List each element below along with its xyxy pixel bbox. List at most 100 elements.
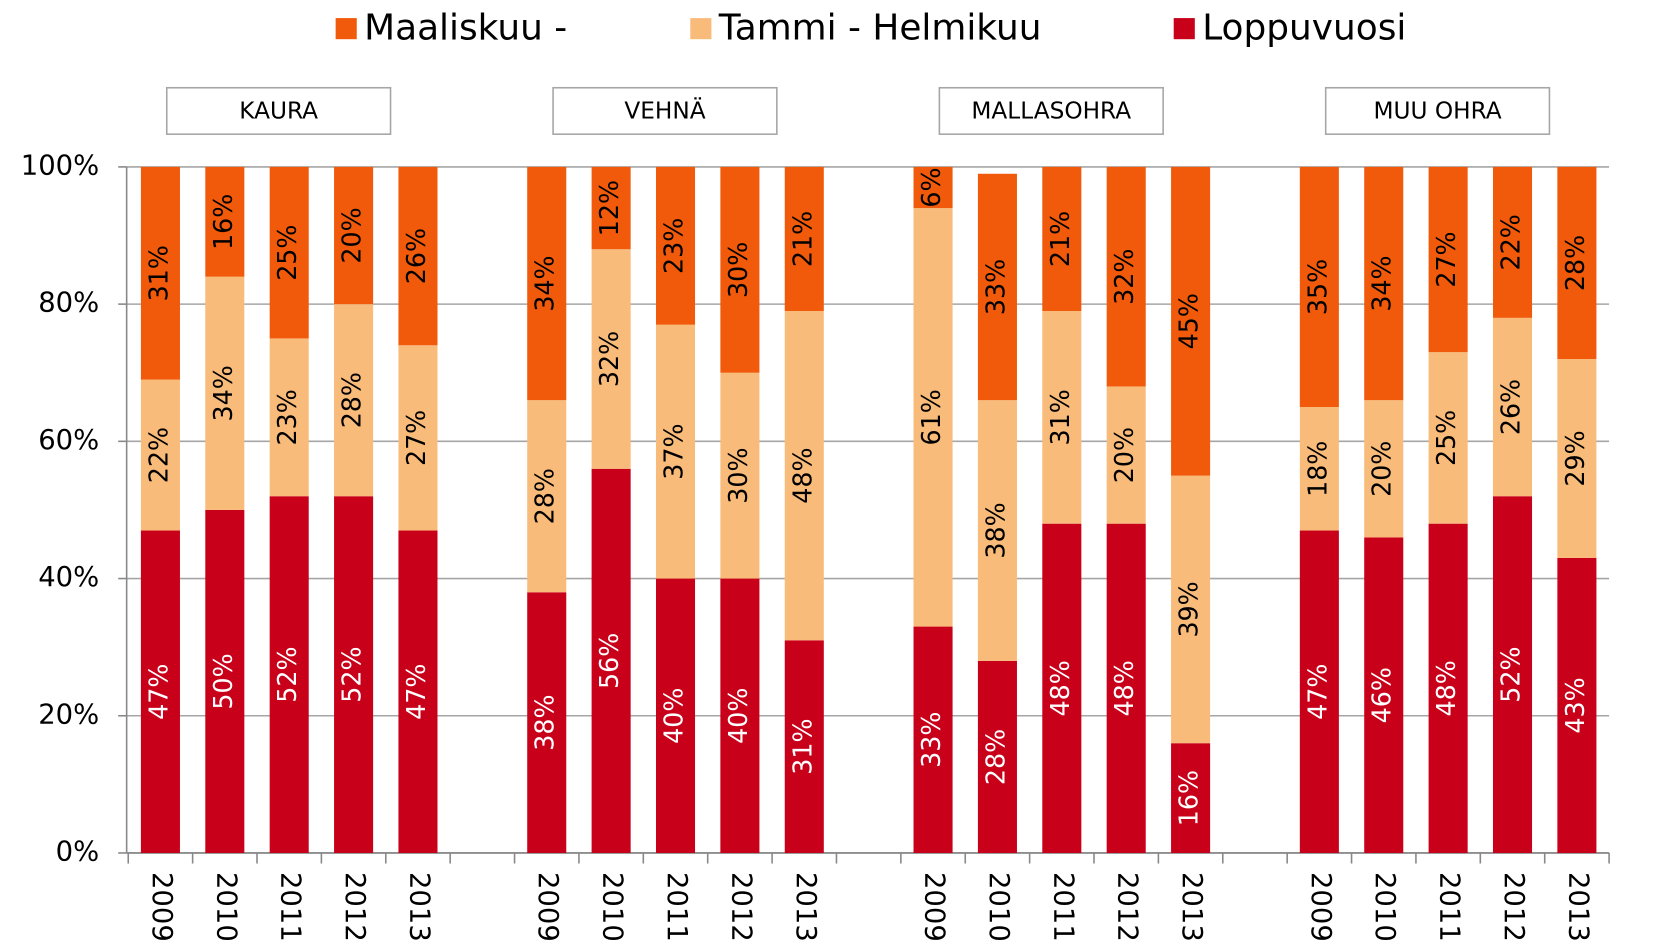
x-tick-label: 2011 [275,872,306,942]
bar-segment [913,208,953,627]
data-label: 39% [1174,581,1204,637]
bar-segment [334,304,374,497]
bar-segment [913,626,953,853]
data-label: 47% [401,664,431,720]
group-box [165,86,392,135]
x-tick-label: 2009 [146,872,177,942]
bar-segment [1557,557,1597,853]
y-tick-label: 60% [38,425,99,456]
bar-segment [1106,523,1146,853]
data-label: 25% [1431,410,1461,466]
data-label: 52% [337,646,367,702]
bar-segment [784,640,824,853]
bar-segment [398,530,438,853]
bar-segment [1492,496,1533,853]
data-label: 26% [401,228,431,284]
data-label: 48% [1045,660,1075,716]
bar-segment [269,338,309,497]
bar-segment [1428,166,1468,353]
bar-segment [720,372,760,579]
bar-segment [398,166,438,346]
data-label: 52% [272,646,302,702]
data-label: 48% [1109,660,1139,716]
data-label: 12% [594,180,624,236]
group-box [1324,86,1551,135]
group-label: MALLASOHRA [971,98,1131,125]
x-tick-label: 2009 [1305,872,1336,942]
bar-segment [1557,359,1597,558]
bar-segment [1299,407,1339,531]
bar-segment [1106,386,1146,524]
data-label: 35% [1302,259,1332,315]
x-tick-label: 2010 [597,872,628,942]
x-tick-label: 2010 [210,872,241,942]
data-label: 34% [530,255,560,311]
bar-segment [977,660,1017,853]
data-label: 28% [1560,235,1590,291]
y-tick-label: 100% [21,150,99,181]
x-tick-label: 2010 [983,872,1014,942]
bar-segment [977,173,1017,401]
bar-segment [1428,523,1468,853]
data-label: 27% [1431,231,1461,287]
data-label: 33% [916,712,946,768]
group-label: VEHNÄ [624,97,705,125]
y-tick-label: 80% [38,288,99,319]
x-tick-label: 2009 [532,872,563,942]
bar-segment [655,166,696,325]
data-label: 43% [1560,677,1590,733]
bar-segment [1364,537,1404,853]
data-label: 20% [1367,441,1397,497]
bar-segment [1492,166,1533,318]
data-label: 40% [659,688,689,744]
x-tick-label: 2009 [919,872,950,942]
data-label: 34% [1367,255,1397,311]
data-label: 31% [1045,389,1075,445]
x-tick-label: 2013 [403,872,434,942]
x-tick-label: 2011 [1047,872,1078,942]
legend-swatch [690,18,712,40]
bar-segment [398,345,438,531]
data-label: 28% [337,372,367,428]
bar-segment [913,166,953,209]
data-label: 30% [723,242,753,298]
bar-segment [591,468,631,853]
bar-segment [977,400,1017,661]
bar-segment [1492,317,1533,497]
data-label: 26% [1496,379,1526,435]
bar-segment [1042,166,1082,311]
data-label: 21% [1045,211,1075,267]
x-tick-label: 2012 [1112,872,1143,942]
bar-segment [140,530,180,853]
data-label: 48% [787,447,817,503]
bar-segment [720,578,760,853]
bar-segment [527,166,567,401]
x-tick-label: 2010 [1369,872,1400,942]
bar-segment [527,592,567,853]
data-label: 33% [980,259,1010,315]
data-label: 28% [530,468,560,524]
x-tick-label: 2013 [790,872,821,942]
data-label: 23% [272,389,302,445]
data-label: 28% [980,729,1010,785]
data-label: 52% [1496,646,1526,702]
data-label: 18% [1302,441,1332,497]
bar-segment [205,276,245,510]
bar-segment [205,509,245,853]
group-label: KAURA [239,98,318,125]
bar-segment [1364,400,1404,538]
data-label: 31% [787,718,817,774]
data-label: 27% [401,410,431,466]
bar-segment [334,166,374,305]
bar-segment [1042,523,1082,853]
data-label: 48% [1431,660,1461,716]
legend-label: Loppuvuosi [1202,8,1406,49]
bar-segment [1171,743,1211,853]
x-tick-label: 2012 [1498,872,1529,942]
bar-segment [655,324,696,579]
x-tick-label: 2013 [1176,872,1207,942]
data-label: 47% [1302,664,1332,720]
bar-segment [269,166,309,339]
data-label: 25% [272,225,302,281]
bar-segment [269,496,309,853]
